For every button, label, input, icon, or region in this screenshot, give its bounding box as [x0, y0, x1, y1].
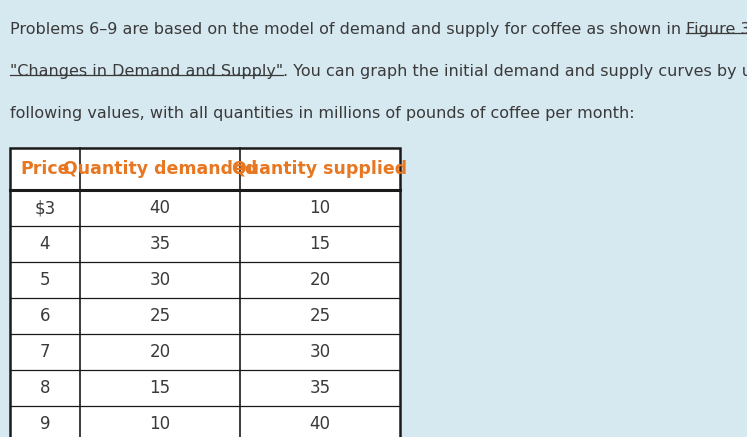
Text: 5: 5	[40, 271, 50, 289]
Text: following values, with all quantities in millions of pounds of coffee per month:: following values, with all quantities in…	[10, 106, 635, 121]
Text: "Changes in Demand and Supply": "Changes in Demand and Supply"	[10, 64, 283, 79]
Text: 4: 4	[40, 235, 50, 253]
Text: Figure 3.10: Figure 3.10	[686, 22, 747, 37]
Text: $3: $3	[34, 199, 55, 217]
Text: 15: 15	[309, 235, 331, 253]
Text: Quantity supplied: Quantity supplied	[232, 160, 408, 178]
Text: 20: 20	[149, 343, 170, 361]
Text: 30: 30	[309, 343, 331, 361]
Text: 15: 15	[149, 379, 170, 397]
Text: 8: 8	[40, 379, 50, 397]
Text: 6: 6	[40, 307, 50, 325]
Text: 7: 7	[40, 343, 50, 361]
Bar	[10, 148, 400, 437]
Text: . You can graph the initial demand and supply curves by using the: . You can graph the initial demand and s…	[283, 64, 747, 79]
Text: 30: 30	[149, 271, 170, 289]
Text: Quantity demanded: Quantity demanded	[63, 160, 257, 178]
Text: 25: 25	[309, 307, 331, 325]
Text: Price: Price	[20, 160, 69, 178]
Text: 25: 25	[149, 307, 170, 325]
Text: 40: 40	[149, 199, 170, 217]
Text: 10: 10	[309, 199, 331, 217]
Text: 10: 10	[149, 415, 170, 433]
Text: 9: 9	[40, 415, 50, 433]
Text: 20: 20	[309, 271, 331, 289]
Text: 35: 35	[149, 235, 170, 253]
Text: 35: 35	[309, 379, 331, 397]
Text: 40: 40	[309, 415, 330, 433]
Text: Problems 6–9 are based on the model of demand and supply for coffee as shown in: Problems 6–9 are based on the model of d…	[10, 22, 686, 37]
